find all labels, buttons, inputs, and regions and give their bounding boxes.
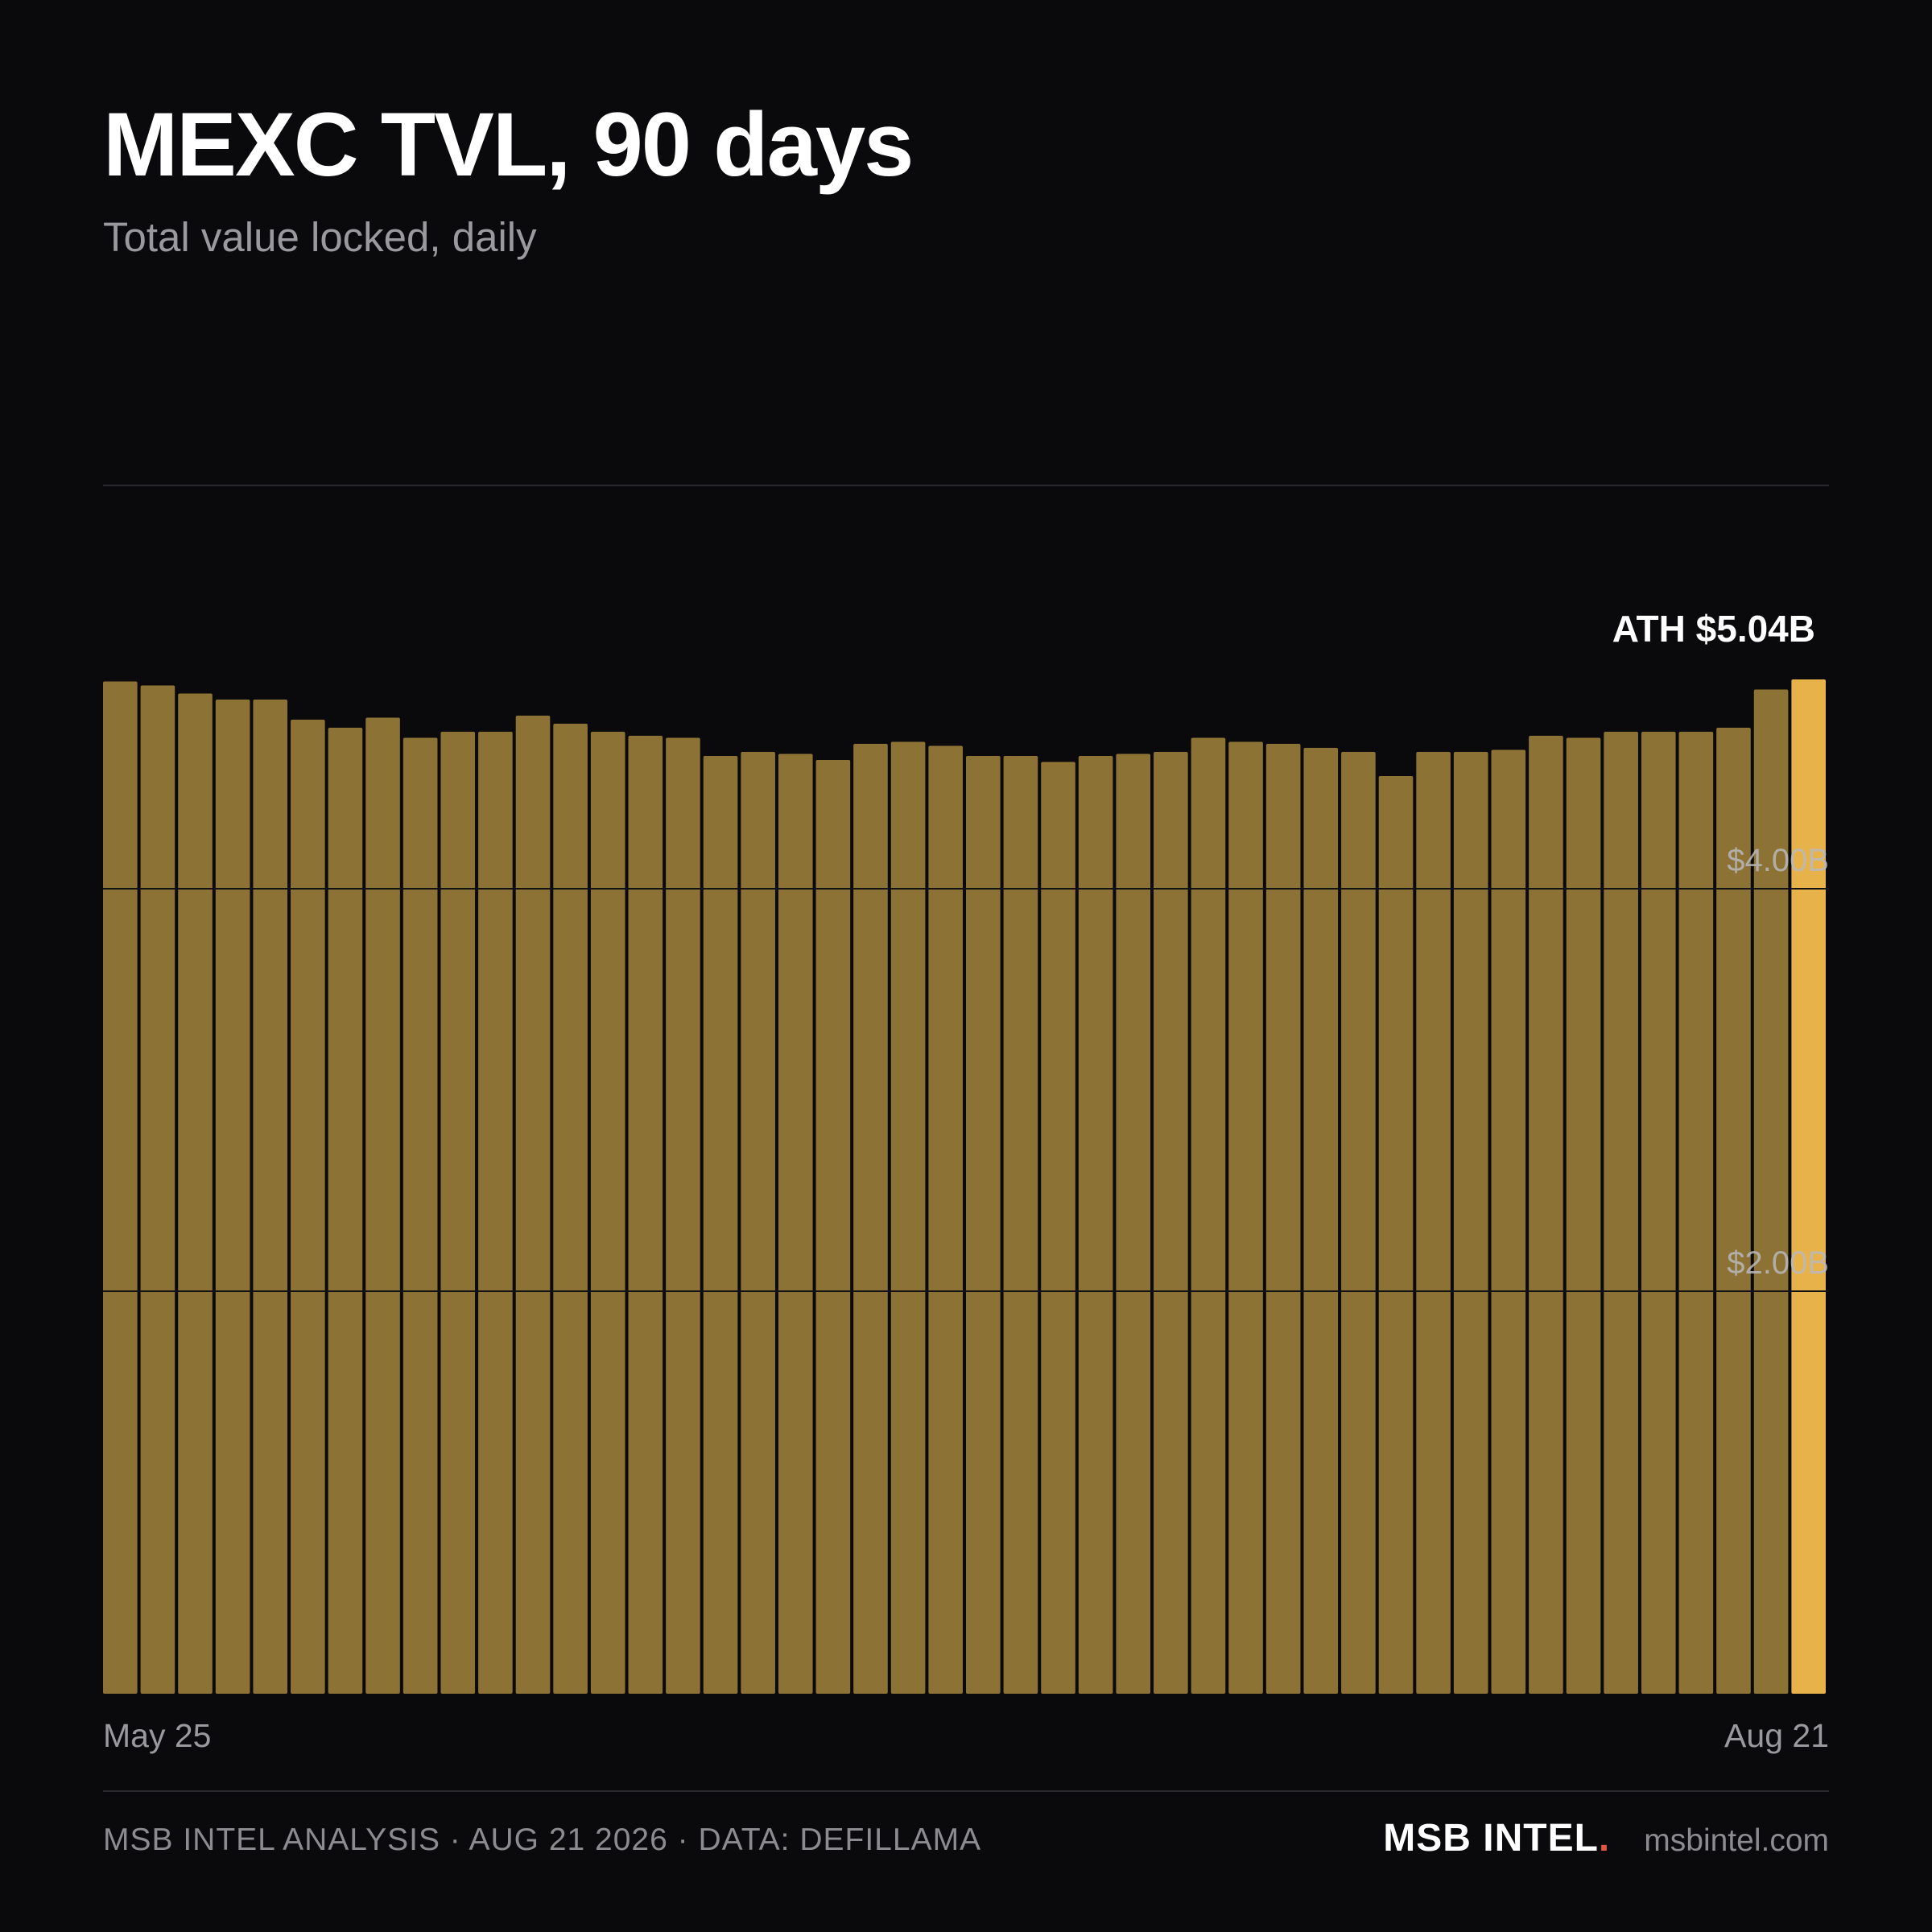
bar	[1154, 752, 1188, 1694]
bar	[1041, 762, 1075, 1694]
bar	[440, 732, 476, 1694]
bar	[590, 732, 625, 1694]
footer-source: MSB INTEL ANALYSIS · AUG 21 2026 · DATA:…	[103, 1823, 982, 1857]
ath-annotation: ATH $5.04B	[1612, 608, 1815, 650]
brand-logo: MSB INTEL.	[1383, 1816, 1610, 1860]
bar	[1303, 748, 1339, 1694]
bar	[1265, 744, 1301, 1694]
bar	[1678, 732, 1714, 1694]
bar	[1078, 756, 1113, 1694]
brand-dot: .	[1598, 1817, 1611, 1860]
bar	[365, 717, 400, 1694]
bar	[741, 752, 775, 1694]
bars-group	[103, 679, 1826, 1694]
bar	[402, 737, 438, 1694]
bar	[328, 728, 363, 1694]
bar	[853, 744, 888, 1694]
bar	[103, 681, 138, 1694]
brand-url: msbintel.com	[1644, 1823, 1829, 1858]
bar	[1191, 737, 1226, 1694]
x-label-end: Aug 21	[1724, 1717, 1829, 1754]
chart-title: MEXC TVL, 90 days	[103, 94, 914, 195]
bar	[291, 720, 325, 1694]
bar	[478, 732, 513, 1694]
bar	[778, 753, 813, 1694]
y-tick-label: $2.00B	[1727, 1245, 1829, 1281]
bar	[178, 693, 213, 1694]
bar	[928, 745, 963, 1694]
brand-block: MSB INTEL. msbintel.com	[1383, 1816, 1829, 1860]
bar	[815, 760, 851, 1694]
bar	[1341, 752, 1376, 1694]
bar	[1116, 753, 1151, 1694]
bar	[1228, 741, 1263, 1694]
y-tick-label: $4.00B	[1727, 843, 1829, 878]
bar	[703, 756, 738, 1694]
bar	[253, 700, 288, 1694]
bar	[1003, 756, 1038, 1694]
bar	[515, 716, 551, 1694]
bar	[1566, 737, 1601, 1694]
bar	[1716, 728, 1751, 1694]
brand-name-text: MSB INTEL	[1383, 1817, 1599, 1860]
bar	[1378, 776, 1414, 1694]
bar-highlight	[1791, 679, 1826, 1694]
bar	[966, 756, 1001, 1694]
bar	[890, 741, 926, 1694]
bar	[1416, 752, 1451, 1694]
bar	[1529, 736, 1563, 1694]
gridlines-group: $2.00B $4.00B	[103, 843, 1829, 1292]
bar	[1491, 749, 1526, 1694]
bar	[140, 685, 175, 1694]
chart-subtitle: Total value locked, daily	[103, 214, 537, 260]
bar	[666, 737, 700, 1694]
bar	[553, 724, 588, 1694]
bar	[1753, 689, 1789, 1694]
bar	[1453, 752, 1488, 1694]
bar	[1641, 732, 1676, 1694]
bar	[1604, 732, 1638, 1694]
bar	[628, 736, 663, 1694]
bar	[215, 700, 250, 1694]
x-label-start: May 25	[103, 1717, 211, 1754]
